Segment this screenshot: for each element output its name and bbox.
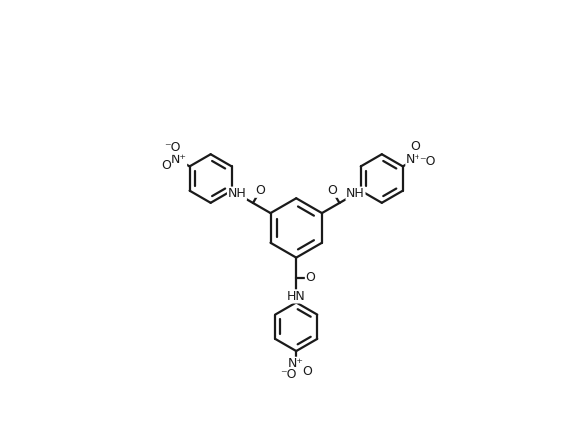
Text: O: O: [161, 159, 171, 172]
Text: HN: HN: [287, 290, 306, 303]
Text: ⁻O: ⁻O: [165, 141, 181, 154]
Text: O: O: [255, 184, 265, 197]
Text: N⁺: N⁺: [288, 357, 304, 371]
Text: ⁻O: ⁻O: [419, 155, 436, 168]
Text: N⁺: N⁺: [171, 153, 187, 166]
Text: ⁻O: ⁻O: [280, 368, 297, 381]
Text: N⁺: N⁺: [406, 153, 422, 166]
Text: O: O: [302, 365, 312, 378]
Text: O: O: [410, 140, 420, 153]
Text: O: O: [327, 184, 338, 197]
Text: NH: NH: [228, 187, 246, 200]
Text: O: O: [305, 272, 316, 284]
Text: NH: NH: [346, 187, 365, 200]
